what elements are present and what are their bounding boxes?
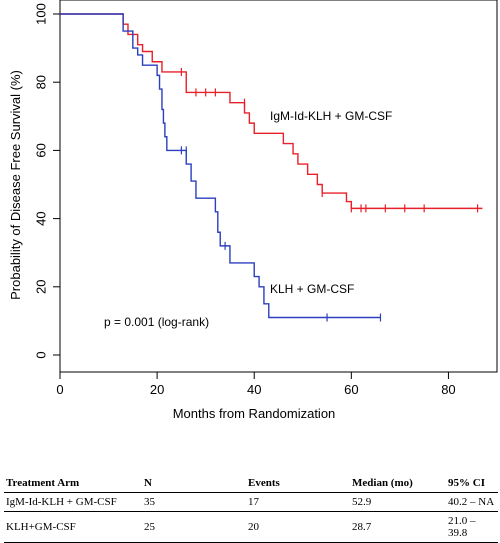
y-tick-label: 0 — [33, 351, 48, 358]
x-tick-label: 40 — [247, 382, 261, 397]
x-axis: 0 20 40 60 80 — [56, 372, 456, 397]
y-tick-label: 60 — [33, 143, 48, 157]
p-value-annotation: p = 0.001 (log-rank) — [104, 315, 209, 329]
y-axis-title: Probability of Disease Free Survival (%) — [8, 70, 23, 300]
table-row: KLH+GM-CSF 25 20 28.7 21.0 – 39.8 — [4, 511, 498, 543]
y-tick-label: 100 — [33, 3, 48, 25]
x-tick-label: 60 — [344, 382, 358, 397]
cell-ci: 40.2 – NA — [446, 492, 498, 512]
table-row: IgM-Id-KLH + GM-CSF 35 17 52.9 40.2 – NA — [4, 492, 498, 512]
header-ci: 95% CI — [446, 474, 498, 493]
y-tick-label: 40 — [33, 211, 48, 225]
cell-arm: KLH+GM-CSF — [4, 511, 142, 543]
series-label-igm: IgM-Id-KLH + GM-CSF — [270, 109, 392, 123]
header-treatment-arm: Treatment Arm — [4, 474, 142, 493]
x-tick-label: 80 — [441, 382, 455, 397]
cell-median: 28.7 — [350, 511, 446, 543]
plot-frame — [59, 0, 498, 373]
header-events: Events — [246, 474, 350, 493]
cell-events: 17 — [246, 492, 350, 512]
y-tick-label: 20 — [33, 280, 48, 294]
cell-events: 20 — [246, 511, 350, 543]
summary-table: Treatment Arm N Events Median (mo) 95% C… — [4, 474, 498, 543]
x-tick-label: 0 — [56, 382, 63, 397]
y-axis: 0 20 40 60 80 100 — [33, 3, 60, 359]
cell-median: 52.9 — [350, 492, 446, 512]
survival-curve — [60, 13, 381, 319]
series-layer — [60, 13, 483, 322]
x-axis-title: Months from Randomization — [173, 406, 336, 421]
y-tick-label: 80 — [33, 75, 48, 89]
header-n: N — [142, 474, 246, 493]
series-label-klh: KLH + GM-CSF — [270, 282, 354, 296]
cell-n: 35 — [142, 492, 246, 512]
table-header-row: Treatment Arm N Events Median (mo) 95% C… — [4, 474, 498, 493]
series-1 — [60, 13, 382, 322]
cell-arm: IgM-Id-KLH + GM-CSF — [4, 492, 142, 512]
series-0 — [60, 13, 483, 213]
cell-n: 25 — [142, 511, 246, 543]
x-tick-label: 20 — [150, 382, 164, 397]
header-median: Median (mo) — [350, 474, 446, 493]
survival-curve — [60, 13, 483, 210]
cell-ci: 21.0 – 39.8 — [446, 511, 498, 543]
survival-chart: 0 20 40 60 80 100 0 20 40 60 80 Probability of Di… — [8, 0, 498, 421]
